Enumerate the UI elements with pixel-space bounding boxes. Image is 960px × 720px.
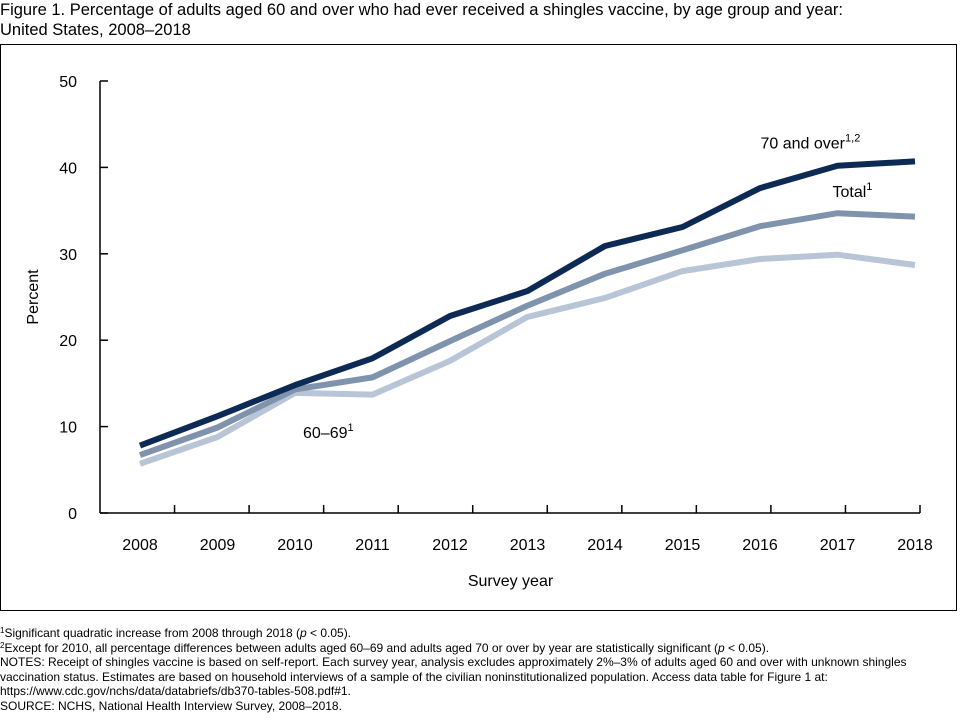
footnote-1-mark: 1 xyxy=(0,626,5,635)
figure-title-line1: Figure 1. Percentage of adults aged 60 a… xyxy=(0,1,843,19)
series-label-70-and-over: 70 and over1,2 xyxy=(761,133,861,153)
y-tick-label: 40 xyxy=(59,160,77,177)
footnote-2-text: Except for 2010, all percentage differen… xyxy=(4,640,719,655)
x-tick-label: 2012 xyxy=(432,537,468,554)
series-label-sup: 1 xyxy=(348,422,354,434)
x-tick-label: 2011 xyxy=(355,537,390,554)
figure-title: Figure 1. Percentage of adults aged 60 a… xyxy=(0,0,950,40)
figure-title-line2: United States, 2008–2018 xyxy=(0,21,191,39)
x-tick-label: 2018 xyxy=(897,537,933,554)
x-axis-label: Survey year xyxy=(468,573,554,590)
footnote-1: 1Significant quadratic increase from 200… xyxy=(0,626,958,641)
footnote-1-end: < 0.05). xyxy=(306,626,352,640)
y-tick-label: 0 xyxy=(68,506,77,523)
series-label-60-69: 60–691 xyxy=(303,422,354,442)
x-tick-label: 2017 xyxy=(820,537,856,554)
y-axis-label: Percent xyxy=(25,269,42,325)
series-line-60-69 xyxy=(139,251,916,467)
y-tick-label: 50 xyxy=(59,74,77,91)
footnote-2: 2Except for 2010, all percentage differe… xyxy=(0,641,958,656)
series-line-total xyxy=(138,210,916,458)
x-tick-label: 2009 xyxy=(200,537,236,554)
x-tick-label: 2015 xyxy=(665,537,701,554)
x-tick-label: 2014 xyxy=(587,537,623,554)
series-line-70-and-over xyxy=(138,158,916,449)
footnote-2-p: p xyxy=(718,640,725,655)
footnote-1-text: Significant quadratic increase from 2008… xyxy=(4,626,300,640)
y-tick-label: 30 xyxy=(59,247,77,264)
y-tick-label: 10 xyxy=(59,420,77,437)
series-label-total: Total1 xyxy=(833,181,873,201)
series-label-sup: 1,2 xyxy=(845,133,860,145)
x-tick-label: 2016 xyxy=(742,537,778,554)
series-label-text: 60–69 xyxy=(303,425,348,442)
series-label-sup: 1 xyxy=(866,181,872,193)
x-tick-label: 2013 xyxy=(510,537,546,554)
x-tick-label: 2008 xyxy=(122,537,158,554)
notes-text: NOTES: Receipt of shingles vaccine is ba… xyxy=(0,655,907,698)
series-lines xyxy=(138,158,916,467)
footnote-2-end: < 0.05). xyxy=(724,640,770,655)
footnote-2-mark: 2 xyxy=(0,640,5,650)
series-label-text: 70 and over xyxy=(761,136,846,153)
y-tick-label: 20 xyxy=(59,333,77,350)
chart-axes: 0 10 20 30 40 50 Percent 2008 2009 2010 2011 2012 20… xyxy=(25,74,933,590)
series-label-text: Total xyxy=(833,184,867,201)
chart-frame xyxy=(0,44,957,611)
x-tick-label: 2010 xyxy=(277,537,313,554)
source-text: SOURCE: NCHS, National Health Interview … xyxy=(0,698,342,713)
footnote-1-p: p xyxy=(299,626,307,640)
footnotes: 1Significant quadratic increase from 200… xyxy=(0,626,958,713)
